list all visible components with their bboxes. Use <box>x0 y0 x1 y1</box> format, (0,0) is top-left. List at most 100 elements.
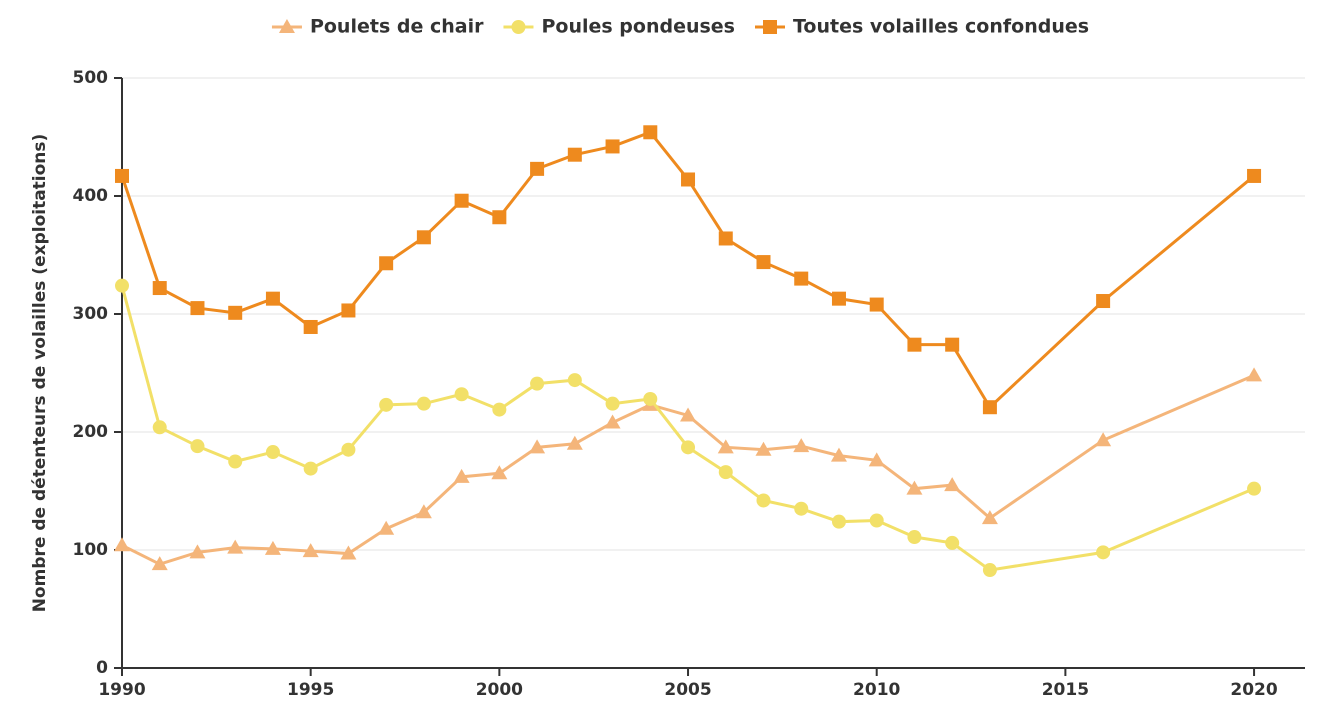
marker <box>605 396 620 411</box>
y-tick-label: 500 <box>73 68 109 88</box>
marker <box>265 445 280 460</box>
marker <box>793 438 810 453</box>
marker <box>868 452 885 467</box>
marker <box>907 337 922 352</box>
marker <box>492 402 507 417</box>
marker <box>1096 294 1111 309</box>
marker <box>869 297 884 312</box>
marker <box>228 454 243 469</box>
marker <box>643 125 658 140</box>
legend-label: Poules pondeuses <box>541 16 735 38</box>
marker <box>379 256 394 271</box>
series <box>114 367 1263 571</box>
marker <box>302 543 319 558</box>
legend: Poulets de chair Poules pondeuses Toutes v… <box>271 16 1089 38</box>
marker <box>604 414 621 429</box>
marker <box>190 439 205 454</box>
legend-item: Poules pondeuses <box>503 16 735 38</box>
marker <box>755 441 772 456</box>
y-tick-label: 0 <box>96 658 108 678</box>
marker <box>415 504 432 519</box>
line <box>120 285 1255 572</box>
marker <box>831 291 846 306</box>
marker <box>756 493 771 508</box>
legend-label: Poulets de chair <box>310 16 484 38</box>
marker <box>944 477 961 492</box>
marker <box>869 513 884 528</box>
marker <box>945 337 960 352</box>
marker <box>152 281 167 296</box>
marker <box>529 439 546 454</box>
marker <box>718 231 733 246</box>
x-tick-label: 1995 <box>287 680 334 700</box>
marker <box>151 556 168 571</box>
y-tick-label: 200 <box>73 422 109 442</box>
marker <box>416 230 431 245</box>
marker <box>982 400 997 415</box>
marker <box>453 468 470 483</box>
marker <box>982 563 997 578</box>
marker <box>189 544 206 559</box>
y-tick-label: 400 <box>73 186 109 206</box>
marker <box>831 514 846 529</box>
marker <box>341 303 356 318</box>
marker <box>717 439 734 454</box>
marker <box>265 291 280 306</box>
marker <box>341 442 356 457</box>
x-tick-label: 2005 <box>664 680 711 700</box>
marker <box>190 301 205 316</box>
marker <box>794 271 809 286</box>
legend-label: Toutes volailles confondues <box>793 16 1089 38</box>
marker <box>264 540 281 555</box>
marker <box>906 480 923 495</box>
series <box>115 125 1262 415</box>
marker <box>907 530 922 545</box>
marker <box>340 545 357 560</box>
marker <box>530 161 545 176</box>
marker <box>605 139 620 154</box>
y-tick-label: 300 <box>73 304 109 324</box>
line <box>121 373 1255 566</box>
marker <box>228 305 243 320</box>
y-tick-label: 100 <box>73 540 109 560</box>
marker <box>794 501 809 516</box>
marker <box>1247 168 1262 183</box>
marker <box>830 447 847 462</box>
marker <box>1096 545 1111 560</box>
x-tick-label: 2020 <box>1230 680 1277 700</box>
marker <box>416 396 431 411</box>
x-tick-label: 1990 <box>98 680 145 700</box>
marker <box>303 461 318 476</box>
marker <box>379 397 394 412</box>
y-axis-label: Nombre de détenteurs de volailles (explo… <box>30 134 50 613</box>
marker <box>1247 481 1262 496</box>
marker <box>681 172 696 187</box>
x-tick-label: 2000 <box>476 680 523 700</box>
marker <box>763 20 777 34</box>
marker <box>492 210 507 225</box>
marker <box>1246 367 1263 382</box>
marker <box>530 376 545 391</box>
marker <box>303 319 318 334</box>
legend-item: Poulets de chair <box>271 16 484 38</box>
x-tick-label: 2010 <box>853 680 900 700</box>
marker <box>491 465 508 480</box>
marker <box>115 278 129 293</box>
marker <box>756 255 771 270</box>
marker <box>152 420 167 435</box>
marker <box>567 373 582 388</box>
marker <box>566 435 583 450</box>
x-tick-label: 2015 <box>1042 680 1089 700</box>
marker <box>454 193 469 208</box>
marker <box>1095 432 1112 447</box>
marker <box>454 387 469 402</box>
marker <box>278 19 295 33</box>
marker <box>115 168 129 183</box>
marker <box>981 510 998 525</box>
marker <box>643 391 658 406</box>
marker <box>680 407 697 422</box>
marker <box>227 539 244 554</box>
marker <box>718 465 733 480</box>
marker <box>114 537 130 552</box>
